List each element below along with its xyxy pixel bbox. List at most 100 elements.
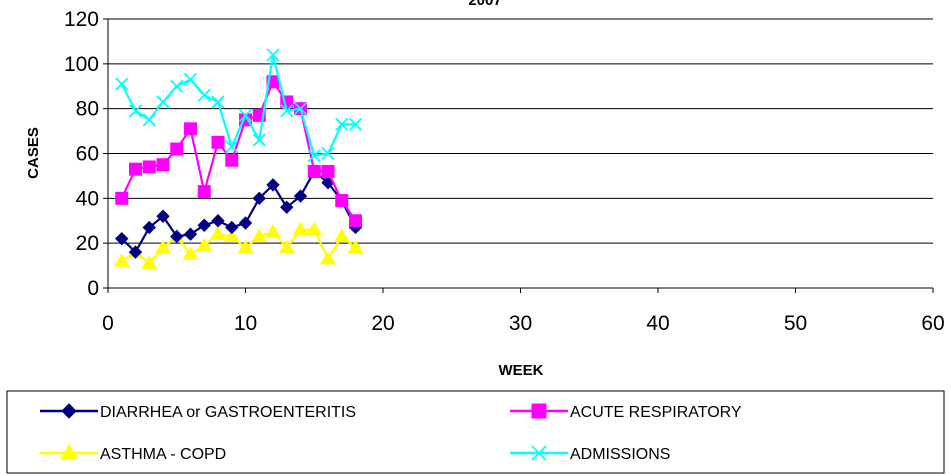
axes <box>103 18 934 293</box>
legend-box <box>6 390 945 474</box>
legend-label-admissions: ADMISSIONS <box>570 446 670 463</box>
x-tick-label-60: 60 <box>921 312 944 335</box>
series-asthma-copd <box>113 221 364 269</box>
x-tick-label-0: 0 <box>102 312 114 335</box>
data-point-asthma-copd-3 <box>141 255 158 269</box>
data-point-admissions-15 <box>307 149 321 163</box>
data-point-admissions-12 <box>266 48 280 62</box>
data-point-acute-respiratory-4 <box>156 158 170 172</box>
data-point-acute-respiratory-9 <box>225 153 239 167</box>
data-point-acute-respiratory-17 <box>335 194 349 208</box>
data-point-asthma-copd-9 <box>223 228 240 242</box>
data-point-admissions-11 <box>252 133 266 147</box>
data-point-diarrhea-or-gastroenteritis-6 <box>183 227 198 241</box>
data-point-diarrhea-or-gastroenteritis-9 <box>225 220 239 235</box>
data-point-asthma-copd-10 <box>237 239 254 254</box>
chart-title: 2007 <box>468 0 501 9</box>
data-point-admissions-2 <box>128 104 143 118</box>
series-diarrhea-or-gastroenteritis <box>115 164 363 259</box>
data-point-asthma-copd-17 <box>333 228 350 242</box>
data-point-acute-respiratory-16 <box>321 164 335 178</box>
data-point-admissions-18 <box>348 117 363 131</box>
x-tick-label-10: 10 <box>234 312 257 335</box>
x-tick-label-50: 50 <box>784 312 807 335</box>
data-point-acute-respiratory-18 <box>349 214 362 228</box>
data-point-diarrhea-or-gastroenteritis-12 <box>266 178 280 192</box>
x-tick-label-30: 30 <box>509 312 532 335</box>
data-point-asthma-copd-1 <box>113 253 130 267</box>
data-point-asthma-copd-4 <box>155 239 171 254</box>
data-point-asthma-copd-13 <box>278 239 295 254</box>
y-tick-label-20: 20 <box>76 232 99 255</box>
data-point-diarrhea-or-gastroenteritis-2 <box>128 245 143 259</box>
data-point-asthma-copd-18 <box>347 239 364 254</box>
legend-marker-acute-respiratory <box>531 403 547 419</box>
tick-labels: 0 20 40 60 80 100 120 0 10 20 30 40 50 60 <box>64 8 945 335</box>
series-layer <box>113 48 364 269</box>
data-point-admissions-4 <box>156 95 170 109</box>
legend-item-asthma-copd: ASTHMA - COPD <box>40 443 226 463</box>
legend-label-asthma-copd: ASTHMA - COPD <box>100 446 226 463</box>
legend-marker-asthma-copd <box>60 443 78 460</box>
legend-item-acute-respiratory: ACUTE RESPIRATORY <box>510 403 742 421</box>
data-point-admissions-14 <box>293 102 308 116</box>
data-point-diarrhea-or-gastroenteritis-3 <box>142 220 156 235</box>
data-point-admissions-8 <box>211 95 225 109</box>
legend-item-diarrhea-or-gastroenteritis: DIARRHEA or GASTROENTERITIS <box>40 403 356 421</box>
data-point-admissions-13 <box>280 104 294 118</box>
x-tick-label-40: 40 <box>646 312 669 335</box>
data-point-admissions-10 <box>238 108 253 123</box>
data-point-admissions-5 <box>170 79 184 93</box>
y-tick-label-120: 120 <box>64 8 99 31</box>
y-tick-label-60: 60 <box>76 143 99 166</box>
legend-label-acute-respiratory: ACUTE RESPIRATORY <box>570 404 742 421</box>
data-point-asthma-copd-8 <box>210 226 226 240</box>
legend-item-admissions: ADMISSIONS <box>510 445 670 463</box>
data-point-asthma-copd-14 <box>292 221 309 236</box>
data-point-diarrhea-or-gastroenteritis-13 <box>280 200 294 215</box>
legend-marker-diarrhea-or-gastroenteritis <box>61 403 77 419</box>
data-point-acute-respiratory-8 <box>211 135 225 149</box>
data-point-asthma-copd-11 <box>251 228 268 242</box>
data-point-acute-respiratory-2 <box>129 162 142 176</box>
y-tick-label-0: 0 <box>87 277 99 300</box>
data-point-admissions-3 <box>142 113 156 127</box>
data-point-acute-respiratory-15 <box>307 164 321 178</box>
y-tick-label-40: 40 <box>76 187 99 210</box>
y-axis-title: CASES <box>25 127 42 179</box>
data-point-asthma-copd-16 <box>320 250 336 265</box>
data-point-diarrhea-or-gastroenteritis-5 <box>170 229 184 244</box>
data-point-admissions-9 <box>225 140 239 154</box>
data-point-acute-respiratory-1 <box>115 191 129 205</box>
legend-label-diarrhea-or-gastroenteritis: DIARRHEA or GASTROENTERITIS <box>100 404 356 421</box>
data-point-acute-respiratory-6 <box>184 122 197 136</box>
data-point-acute-respiratory-3 <box>142 160 156 174</box>
data-point-diarrhea-or-gastroenteritis-14 <box>293 189 308 203</box>
data-point-asthma-copd-6 <box>182 246 199 260</box>
data-point-admissions-17 <box>335 117 349 131</box>
y-tick-label-100: 100 <box>64 53 99 76</box>
data-point-diarrhea-or-gastroenteritis-7 <box>197 218 211 232</box>
series-line-diarrhea-or-gastroenteritis <box>120 170 357 254</box>
data-point-asthma-copd-7 <box>196 237 213 251</box>
x-tick-label-20: 20 <box>371 312 394 335</box>
data-point-admissions-6 <box>183 72 198 87</box>
data-point-admissions-7 <box>197 88 211 102</box>
data-point-diarrhea-or-gastroenteritis-4 <box>156 209 170 223</box>
data-point-asthma-copd-12 <box>265 223 281 238</box>
series-line-acute-respiratory <box>120 80 357 222</box>
data-point-diarrhea-or-gastroenteritis-11 <box>252 191 266 206</box>
data-point-acute-respiratory-7 <box>197 185 211 199</box>
data-point-acute-respiratory-5 <box>170 142 184 156</box>
legend: DIARRHEA or GASTROENTERITIS ACUTE RESPIRA… <box>6 390 945 474</box>
data-point-admissions-1 <box>115 77 129 91</box>
data-point-diarrhea-or-gastroenteritis-10 <box>238 216 253 230</box>
y-tick-label-80: 80 <box>76 98 99 121</box>
data-point-admissions-16 <box>321 146 335 161</box>
gridlines <box>108 18 933 244</box>
data-point-diarrhea-or-gastroenteritis-8 <box>211 214 225 228</box>
data-point-diarrhea-or-gastroenteritis-1 <box>115 231 129 246</box>
legend-marker-admissions <box>531 445 547 461</box>
data-point-asthma-copd-15 <box>306 221 323 236</box>
series-admissions <box>115 48 363 163</box>
